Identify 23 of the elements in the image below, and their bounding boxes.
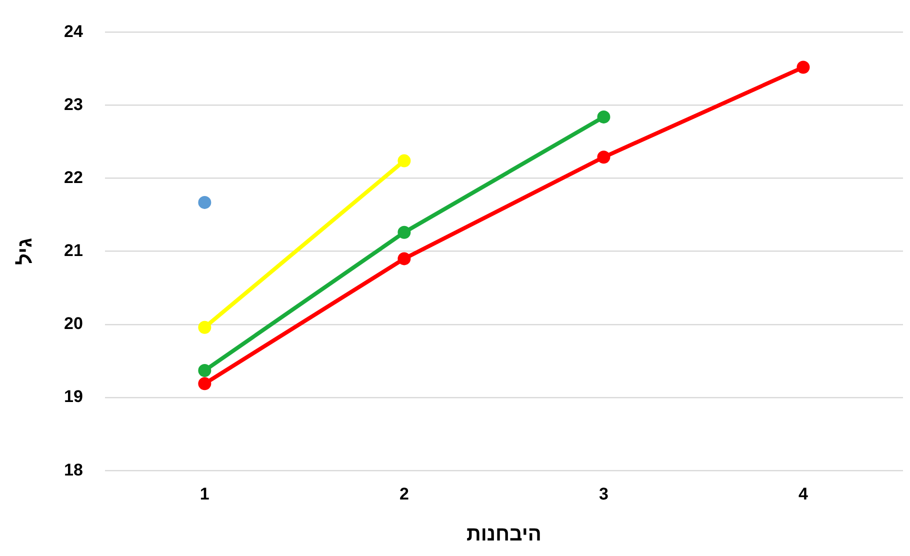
- y-tick-label: 22: [64, 168, 83, 188]
- x-tick-label: 2: [399, 484, 409, 504]
- y-tick-label: 23: [64, 94, 83, 114]
- y-tick-label: 19: [64, 387, 83, 406]
- point: [198, 364, 212, 377]
- y-tick-label: 20: [64, 314, 83, 334]
- y-tick-label: 21: [64, 241, 83, 260]
- y-tick-label: 18: [64, 460, 83, 480]
- point: [198, 196, 212, 209]
- point: [597, 110, 610, 124]
- y-tick-label: 24: [64, 22, 84, 41]
- point: [796, 60, 810, 74]
- point: [398, 226, 411, 239]
- point: [398, 252, 411, 266]
- point: [398, 154, 411, 168]
- point: [198, 320, 212, 334]
- x-tick-label: 4: [798, 484, 809, 504]
- x-tick-label: 1: [200, 484, 210, 504]
- point: [597, 150, 610, 164]
- y-axis-title: גיל: [14, 237, 37, 265]
- x-axis-title: היבחנות: [466, 524, 542, 546]
- x-tick-label: 3: [598, 484, 608, 504]
- point: [198, 377, 212, 390]
